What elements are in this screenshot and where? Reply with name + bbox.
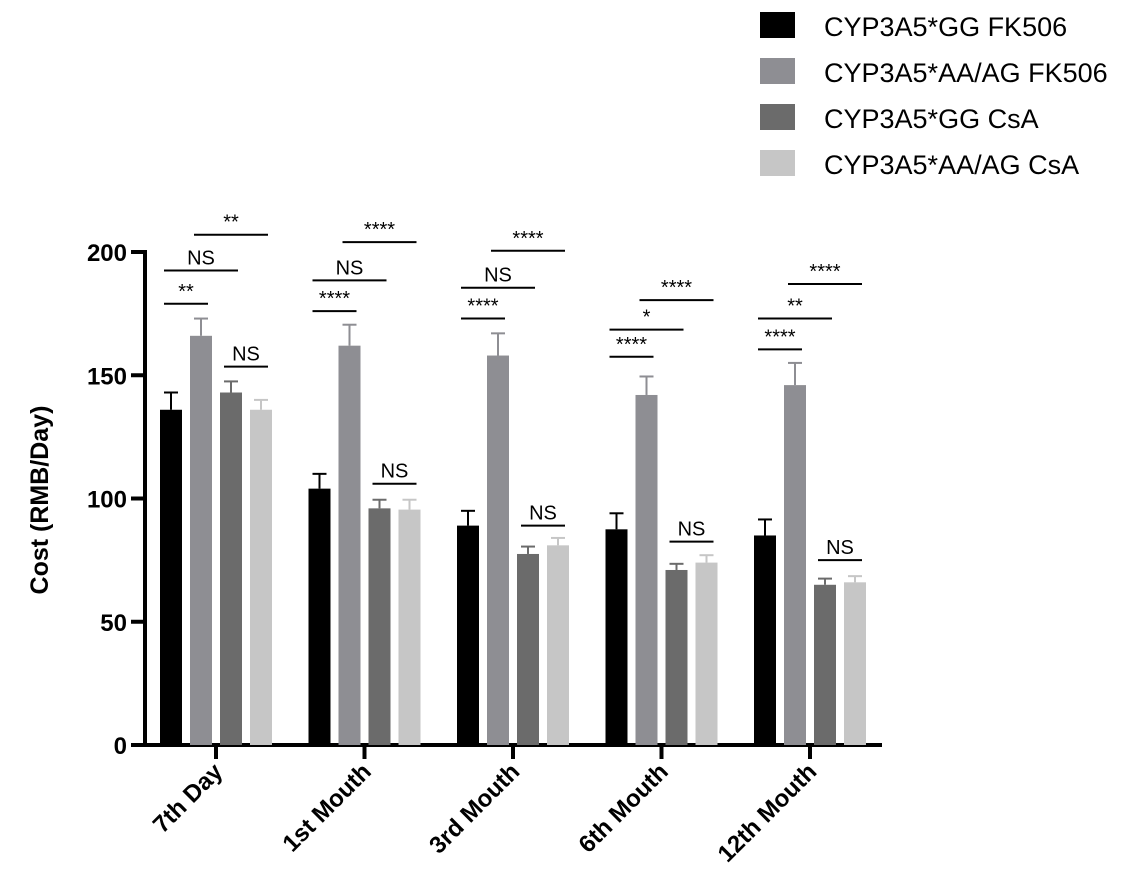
bar-s3-c4 — [665, 569, 688, 745]
bar-s1-c2 — [308, 488, 331, 745]
bar-s3-c1 — [220, 392, 242, 745]
significance-label-3: ** — [223, 212, 239, 234]
significance-label-20: NS — [826, 537, 854, 559]
significance-label-13: **** — [616, 334, 647, 356]
y-tick-label-200: 200 — [87, 240, 127, 267]
significance-label-12: NS — [529, 503, 557, 525]
significance-annotations: **NS**NS****NS****NS****NS****NS********… — [164, 212, 862, 562]
significance-label-1: ** — [178, 281, 194, 303]
y-tick-label-100: 100 — [87, 487, 127, 514]
bar-s4-c4 — [695, 562, 718, 745]
bar-s2-c5 — [784, 385, 806, 745]
significance-label-5: **** — [319, 288, 350, 310]
x-tick-label-1: 7th Day — [148, 758, 229, 839]
y-axis-label: Cost (RMB/Day) — [26, 406, 54, 595]
significance-label-15: **** — [661, 277, 692, 299]
bar-s3-c3 — [517, 553, 539, 745]
bar-s1-c3 — [457, 525, 479, 745]
bar-s1-c4 — [605, 529, 628, 745]
legend-swatch-2 — [760, 58, 795, 84]
y-axis: 0 50 100 150 200 — [87, 240, 147, 760]
bar-s4-c2 — [398, 509, 421, 745]
significance-label-19: **** — [809, 261, 840, 283]
significance-label-9: **** — [467, 296, 498, 318]
significance-label-14: * — [643, 307, 651, 329]
legend: CYP3A5*GG FK506 CYP3A5*AA/AG FK506 CYP3A5*… — [760, 12, 1108, 180]
bars — [160, 317, 866, 745]
bar-s1-c5 — [754, 535, 776, 745]
x-tick-label-2: 1st Mouth — [278, 758, 377, 857]
bar-s3-c5 — [814, 584, 836, 745]
legend-swatch-3 — [760, 104, 795, 130]
x-tick-label-3: 3rd Mouth — [424, 758, 525, 859]
legend-swatch-1 — [760, 12, 795, 38]
legend-label-4: CYP3A5*AA/AG CsA — [824, 150, 1079, 180]
bar-s4-c3 — [547, 545, 569, 745]
legend-swatch-4 — [760, 150, 795, 176]
significance-label-17: **** — [764, 326, 795, 348]
significance-label-8: NS — [381, 461, 409, 483]
bar-s4-c1 — [250, 409, 272, 745]
x-tick-label-4: 6th Mouth — [574, 758, 674, 858]
significance-label-2: NS — [187, 247, 215, 269]
y-tick-label-150: 150 — [87, 363, 127, 390]
legend-label-3: CYP3A5*GG CsA — [824, 104, 1039, 134]
bar-s4-c5 — [844, 582, 866, 745]
bar-s2-c3 — [487, 355, 509, 745]
significance-label-10: NS — [484, 265, 512, 287]
y-tick-label-50: 50 — [100, 610, 127, 637]
x-axis: 7th Day 1st Mouth 3rd Mouth 6th Mouth 12th M… — [143, 743, 882, 868]
significance-label-4: NS — [232, 344, 260, 366]
y-tick-label-0: 0 — [114, 733, 127, 760]
bar-s2-c1 — [190, 335, 212, 745]
x-tick-label-5: 12th Mouth — [713, 758, 823, 868]
bar-s3-c2 — [368, 508, 391, 745]
bar-s1-c1 — [160, 409, 182, 745]
significance-label-11: **** — [512, 228, 543, 250]
legend-label-1: CYP3A5*GG FK506 — [824, 12, 1067, 42]
bar-s2-c4 — [635, 394, 658, 745]
bar-s2-c2 — [338, 345, 361, 745]
significance-label-18: ** — [787, 296, 803, 318]
legend-label-2: CYP3A5*AA/AG FK506 — [824, 58, 1108, 88]
significance-label-6: NS — [336, 257, 364, 279]
significance-label-16: NS — [678, 519, 706, 541]
significance-label-7: **** — [364, 219, 395, 241]
